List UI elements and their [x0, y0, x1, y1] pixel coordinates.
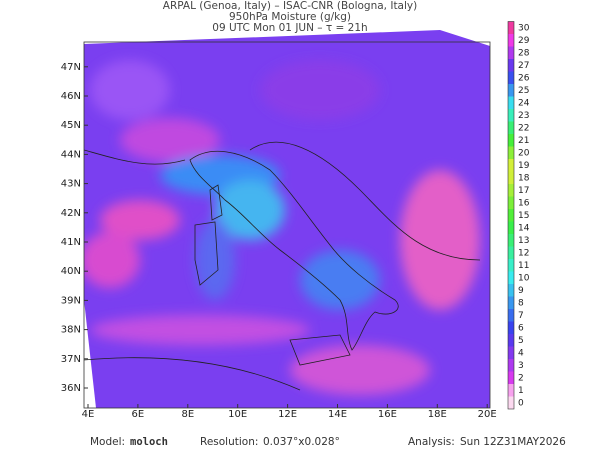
lat-label: 40N	[61, 266, 81, 277]
header-line: ARPAL (Genoa, Italy) – ISAC-CNR (Bologna…	[163, 0, 417, 12]
lat-label: 39N	[61, 295, 81, 306]
colorbar-cell	[508, 334, 514, 347]
colorbar-cell	[508, 221, 514, 234]
footer-value: 0.037°x0.028°	[263, 436, 340, 448]
colorbar-label: 10	[518, 273, 530, 283]
colorbar-label: 11	[518, 261, 529, 271]
colorbar-cell	[508, 59, 514, 72]
lon-label: 4E	[82, 409, 95, 420]
colorbar-cell	[508, 209, 514, 222]
colorbar-label: 14	[518, 223, 530, 233]
colorbar-cell	[508, 296, 514, 309]
colorbar-label: 25	[518, 86, 529, 96]
colorbar-cell	[508, 309, 514, 322]
colorbar: 0123456789101112131415161718192021222324…	[507, 21, 530, 410]
footer-value: Sun 12Z31MAY2026	[460, 436, 566, 448]
colorbar-cell	[508, 284, 514, 297]
colorbar-cell	[508, 134, 514, 147]
colorbar-label: 18	[518, 173, 530, 183]
coastlines	[83, 141, 481, 391]
colorbar-label: 6	[518, 323, 524, 333]
colorbar-label: 0	[518, 398, 524, 408]
footer-value: moloch	[130, 436, 168, 448]
lat-label: 36N	[61, 383, 81, 394]
colorbar-frame	[507, 21, 515, 410]
colorbar-cell	[508, 171, 514, 184]
colorbar-cell	[508, 196, 514, 209]
axis-ticks: 4E 6E 8E 10E 12E 14E 16E 18E 20E 36N 37N 38N 39N 40N 4…	[61, 62, 497, 420]
header-line: 09 UTC Mon 01 JUN – τ = 21h	[212, 22, 367, 34]
colorbar-label: 4	[518, 348, 524, 358]
footer-label: Resolution:	[200, 436, 258, 448]
lat-label: 42N	[61, 208, 81, 219]
colorbar-label: 16	[518, 198, 530, 208]
colorbar-label: 21	[518, 136, 529, 146]
colorbar-cell	[508, 96, 514, 109]
colorbar-cell	[508, 146, 514, 159]
colorbar-cell	[508, 34, 514, 47]
colorbar-cell	[508, 71, 514, 84]
colorbar-label: 8	[518, 298, 524, 308]
lon-label: 10E	[228, 409, 247, 420]
colorbar-cell	[508, 159, 514, 172]
lon-label: 18E	[428, 409, 447, 420]
lon-label: 12E	[278, 409, 297, 420]
lon-label: 14E	[328, 409, 347, 420]
lon-label: 6E	[132, 409, 145, 420]
colorbar-label: 15	[518, 211, 529, 221]
colorbar-label: 17	[518, 186, 529, 196]
lat-label: 37N	[61, 354, 81, 365]
colorbar-cell	[508, 184, 514, 197]
colorbar-label: 28	[518, 48, 530, 58]
header-line: 950hPa Moisture (g/kg)	[229, 11, 351, 23]
colorbar-label: 29	[518, 36, 530, 46]
colorbar-label: 19	[518, 161, 530, 171]
lat-label: 45N	[61, 120, 81, 131]
lat-label: 47N	[61, 62, 81, 73]
lat-label: 38N	[61, 325, 81, 336]
colorbar-label: 2	[518, 373, 524, 383]
footer-label: Analysis:	[408, 436, 455, 448]
colorbar-label: 7	[518, 311, 524, 321]
colorbar-label: 1	[518, 386, 524, 396]
colorbar-label: 9	[518, 286, 524, 296]
colorbar-cell	[508, 234, 514, 247]
lat-label: 46N	[61, 91, 81, 102]
lat-label: 41N	[61, 237, 81, 248]
colorbar-label: 26	[518, 73, 530, 83]
colorbar-cell	[508, 346, 514, 359]
colorbar-label: 23	[518, 111, 529, 121]
colorbar-cell	[508, 359, 514, 372]
colorbar-label: 3	[518, 361, 524, 371]
colorbar-cell	[508, 396, 514, 409]
colorbar-cell	[508, 384, 514, 397]
colorbar-label: 22	[518, 123, 529, 133]
colorbar-cell	[508, 46, 514, 59]
colorbar-cell	[508, 259, 514, 272]
colorbar-label: 30	[518, 23, 530, 33]
colorbar-label: 12	[518, 248, 529, 258]
lat-label: 43N	[61, 179, 81, 190]
colorbar-label: 5	[518, 336, 524, 346]
colorbar-cell	[508, 21, 514, 34]
lat-label: 44N	[61, 149, 81, 160]
colorbar-cell	[508, 321, 514, 334]
colorbar-cell	[508, 271, 514, 284]
colorbar-cell	[508, 246, 514, 259]
colorbar-cell	[508, 84, 514, 97]
lon-label: 20E	[478, 409, 497, 420]
map-frame	[83, 41, 491, 409]
colorbar-label: 13	[518, 236, 529, 246]
footer-label: Model:	[90, 436, 125, 448]
colorbar-cell	[508, 121, 514, 134]
colorbar-cell	[508, 371, 514, 384]
colorbar-label: 20	[518, 148, 530, 158]
colorbar-label: 27	[518, 61, 529, 71]
lon-label: 8E	[181, 409, 194, 420]
moisture-field	[84, 30, 490, 408]
colorbar-label: 24	[518, 98, 530, 108]
lon-label: 16E	[378, 409, 397, 420]
colorbar-cell	[508, 109, 514, 122]
